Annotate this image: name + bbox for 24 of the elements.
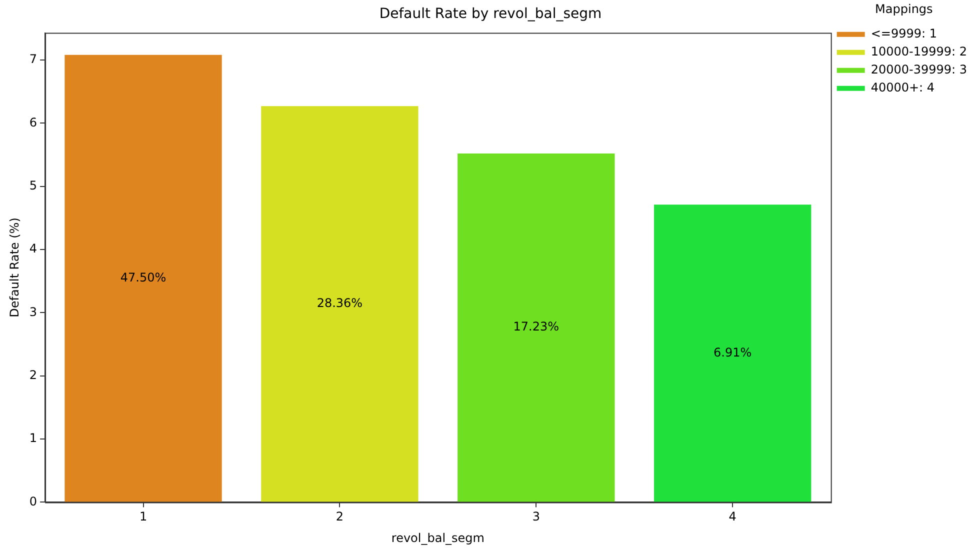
y-tick-label: 5 (29, 178, 38, 192)
x-tick-label: 4 (728, 510, 736, 524)
annotation: 6.91% (714, 345, 752, 360)
y-tick-label: 4 (29, 242, 38, 256)
annotation: 17.23% (513, 320, 560, 334)
y-tick-label: 7 (29, 52, 38, 66)
y-tick-label: 3 (29, 304, 38, 319)
y-tick-label: 2 (29, 368, 38, 382)
legend-title: Mappings (875, 2, 933, 16)
legend-label: 20000-39999: 3 (870, 62, 967, 77)
y-tick-label: 0 (29, 494, 38, 508)
legend-label: <=9999: 1 (870, 26, 937, 41)
legend-label: 40000+: 4 (870, 80, 935, 95)
x-tick-label: 1 (139, 510, 148, 524)
y-axis-title: Default Rate (%) (7, 218, 22, 318)
y-tick-label: 1 (29, 431, 38, 446)
annotation: 28.36% (316, 296, 363, 310)
x-axis-title: revol_bal_segm (391, 530, 484, 545)
legend-label: 10000-19999: 2 (870, 44, 967, 59)
x-tick-label: 3 (532, 510, 540, 524)
chart-title: Default Rate by revol_bal_segm (379, 6, 602, 22)
x-tick-label: 2 (336, 510, 344, 524)
annotation: 47.50% (120, 270, 166, 284)
y-tick-label: 6 (29, 115, 38, 130)
